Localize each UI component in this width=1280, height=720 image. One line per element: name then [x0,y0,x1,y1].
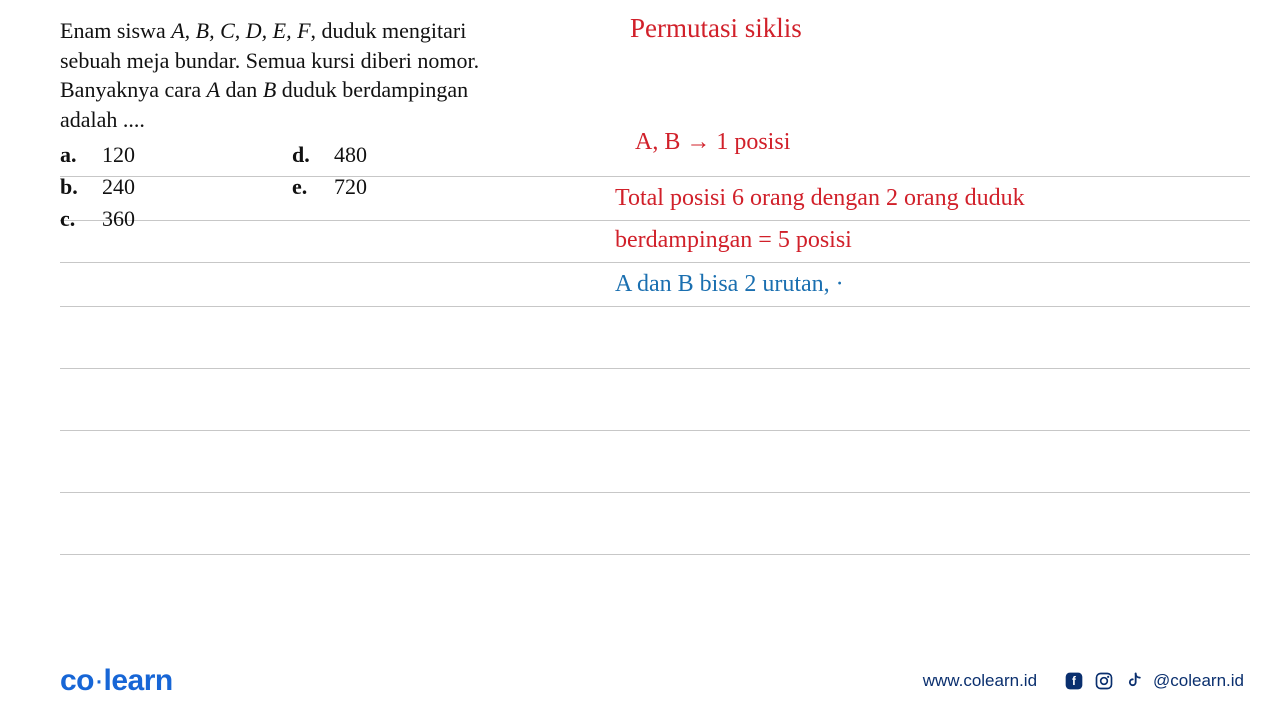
option-label: d. [292,139,316,171]
option-value: 240 [102,171,152,203]
option-label: e. [292,171,316,203]
question-text: Enam siswa A, B, C, D, E, F, duduk mengi… [60,16,565,135]
hw-l1-post: 1 posisi [710,129,790,155]
options-col-left: a. 120 b. 240 c. 360 [60,139,152,235]
footer: co·learn www.colearn.id f @colearn.id [60,664,1244,698]
logo-co: co [60,664,94,697]
option-a: a. 120 [60,139,152,171]
content-area: Enam siswa A, B, C, D, E, F, duduk mengi… [60,16,1250,636]
option-value: 120 [102,139,152,171]
svg-text:f: f [1072,675,1076,688]
option-label: a. [60,139,84,171]
q-line2: sebuah meja bundar. Semua kursi diberi n… [60,48,479,73]
handwrite-line4: A dan B bisa 2 urutan, · [615,270,844,299]
arrow-right-icon: → [686,128,710,155]
facebook-icon: f [1063,670,1085,692]
instagram-icon [1093,670,1115,692]
ruled-line [60,430,1250,431]
footer-right: www.colearn.id f @colearn.id [923,670,1244,692]
ruled-line [60,306,1250,307]
handwrite-line2: Total posisi 6 orang dengan 2 orang dudu… [615,184,1025,213]
q-line1-post: , duduk mengitari [311,18,467,43]
option-e: e. 720 [292,171,384,203]
option-value: 480 [334,139,384,171]
option-label: b. [60,171,84,203]
q-line3-pre: Banyaknya cara [60,77,207,102]
option-b: b. 240 [60,171,152,203]
brand-logo: co·learn [60,664,173,698]
question-block: Enam siswa A, B, C, D, E, F, duduk mengi… [60,16,565,234]
handwrite-line1: A, B → 1 posisi [635,128,790,157]
hw-l1-pre: A, B [635,129,686,155]
q-line1-vars: A, B, C, D, E, F [171,18,310,43]
ruled-line [60,262,1250,263]
logo-dot: · [94,664,104,697]
options: a. 120 b. 240 c. 360 d. 480 e. [60,139,565,235]
handwrite-line3: berdampingan = 5 posisi [615,226,852,255]
q-line3-post: duduk berdampingan [276,77,468,102]
handwrite-title: Permutasi siklis [630,12,802,44]
socials: f @colearn.id [1063,670,1244,692]
logo-learn: learn [104,664,173,697]
option-value: 720 [334,171,384,203]
footer-url: www.colearn.id [923,671,1037,691]
tiktok-icon [1123,670,1145,692]
q-line4: adalah .... [60,107,145,132]
option-value: 360 [102,203,152,235]
option-c: c. 360 [60,203,152,235]
ruled-line [60,368,1250,369]
option-d: d. 480 [292,139,384,171]
option-label: c. [60,203,84,235]
q-line3-a: A [207,77,220,102]
options-col-right: d. 480 e. 720 [292,139,384,235]
ruled-line [60,492,1250,493]
ruled-line [60,554,1250,555]
q-line3-b: B [263,77,276,102]
q-line3-mid: dan [220,77,263,102]
footer-handle: @colearn.id [1153,671,1244,691]
q-line1-pre: Enam siswa [60,18,171,43]
